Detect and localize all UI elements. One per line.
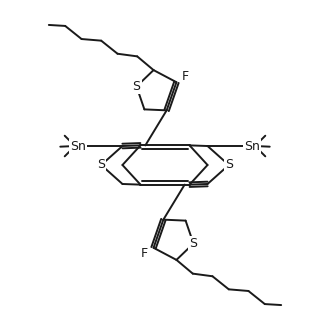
Text: S: S — [133, 80, 141, 93]
Text: Sn: Sn — [70, 140, 86, 152]
Text: S: S — [225, 158, 233, 172]
Text: S: S — [97, 158, 105, 172]
Text: F: F — [141, 247, 148, 260]
Text: Sn: Sn — [244, 140, 260, 152]
Text: S: S — [189, 237, 197, 250]
Text: F: F — [182, 70, 189, 83]
